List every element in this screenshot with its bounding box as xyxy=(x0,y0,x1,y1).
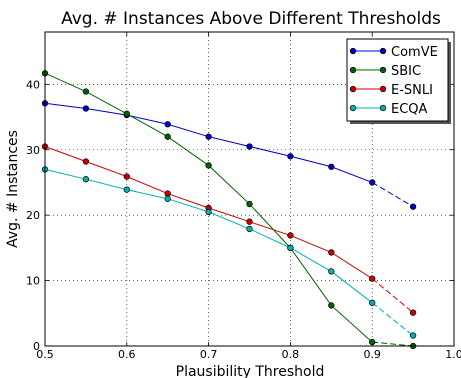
data-point-comve xyxy=(246,143,253,150)
y-axis-label: Avg. # Instances xyxy=(5,130,21,248)
legend-marker xyxy=(379,85,387,93)
series-line-comve xyxy=(44,102,373,183)
chart-title: Avg. # Instances Above Different Thresho… xyxy=(61,9,441,29)
data-point-ecqa xyxy=(287,244,294,252)
x-tick-label: 1.0 xyxy=(445,348,461,361)
series-line-dashed-comve xyxy=(371,182,414,208)
y-tick-label: 40 xyxy=(26,78,40,91)
x-tick-labels: 0.5 0.6 0.7 0.8 0.9 1.0 xyxy=(36,348,461,361)
x-axis-label: Plausibility Threshold xyxy=(176,364,325,378)
legend: ComVE SBIC E-SNLI ECQA xyxy=(346,38,451,124)
legend-marker xyxy=(379,66,387,74)
data-point-sbic xyxy=(369,338,376,346)
data-point-sbic xyxy=(123,110,130,117)
data-point-comve xyxy=(205,133,212,140)
legend-label-sbic: SBIC xyxy=(391,64,421,79)
data-point-ecqa xyxy=(369,299,376,306)
data-point-e-snli xyxy=(409,309,417,316)
data-point-sbic xyxy=(328,302,335,309)
data-point-e-snli xyxy=(246,218,253,225)
series-line-dashed-e-snli xyxy=(371,278,414,314)
legend-marker xyxy=(379,47,387,55)
plot-frame xyxy=(44,31,455,347)
y-tick-label: 30 xyxy=(26,144,40,157)
legend-marker xyxy=(349,104,357,112)
data-point-sbic xyxy=(246,200,253,208)
data-point-comve xyxy=(287,153,294,160)
data-point-sbic xyxy=(164,133,171,140)
data-point-sbic xyxy=(205,162,212,169)
y-tick-label: 20 xyxy=(26,209,40,222)
legend-label-e-snli: E-SNLI xyxy=(391,83,433,98)
x-tick-label: 0.7 xyxy=(200,348,218,361)
series-line-dashed-sbic xyxy=(372,341,414,347)
x-tick-label: 0.9 xyxy=(363,348,381,361)
data-point-ecqa xyxy=(123,186,130,193)
data-point-ecqa xyxy=(205,208,212,216)
legend-label-comve: ComVE xyxy=(391,45,438,60)
data-point-e-snli xyxy=(369,275,376,282)
legend-label-ecqa: ECQA xyxy=(391,102,428,117)
data-point-e-snli xyxy=(164,190,171,197)
data-point-e-snli xyxy=(82,158,90,165)
legend-box xyxy=(346,38,449,122)
legend-marker xyxy=(349,85,357,93)
data-point-sbic xyxy=(82,88,90,95)
data-point-ecqa xyxy=(246,225,253,233)
data-point-comve xyxy=(328,163,335,170)
data-point-ecqa xyxy=(82,176,90,183)
data-point-e-snli xyxy=(123,173,130,180)
data-point-e-snli xyxy=(287,232,294,239)
x-tick-label: 0.8 xyxy=(282,348,300,361)
data-point-comve xyxy=(82,105,90,112)
legend-marker xyxy=(379,104,387,112)
data-point-ecqa xyxy=(328,268,335,275)
legend-marker xyxy=(349,47,357,55)
x-tick-label: 0.5 xyxy=(36,348,54,361)
data-point-ecqa xyxy=(409,332,417,339)
y-tick-labels: 0 10 20 30 40 xyxy=(26,78,40,353)
data-point-comve xyxy=(164,121,171,128)
data-point-e-snli xyxy=(328,249,335,256)
series-points xyxy=(41,70,417,350)
legend-marker xyxy=(349,66,357,74)
x-tick-label: 0.6 xyxy=(118,348,136,361)
data-point-ecqa xyxy=(164,195,171,202)
y-tick-label: 10 xyxy=(26,275,40,288)
data-point-comve xyxy=(369,179,376,186)
data-point-comve xyxy=(409,203,417,210)
y-tick-label: 0 xyxy=(33,340,40,353)
